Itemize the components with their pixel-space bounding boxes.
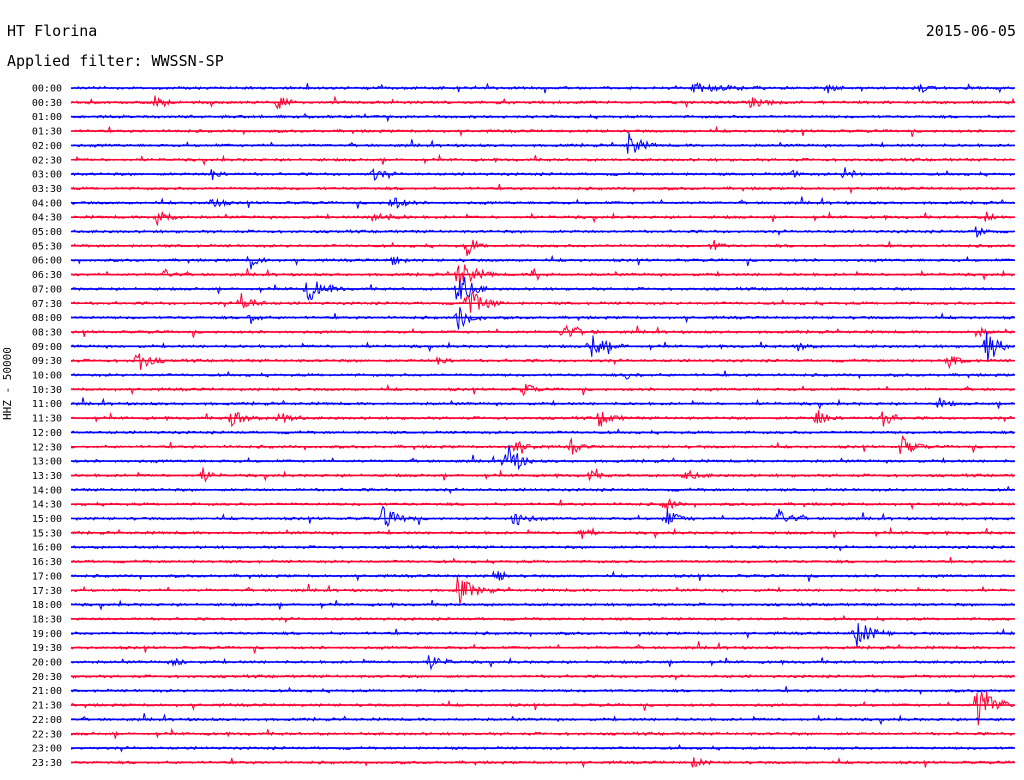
time-label: 16:30 [32,557,62,568]
trace-line [70,239,1015,257]
time-label: 11:30 [32,414,62,425]
time-label: 05:30 [32,241,62,252]
time-label: 04:00 [32,198,62,209]
trace-line [70,210,1015,226]
time-label: 02:00 [32,141,62,152]
time-label: 21:00 [32,686,62,697]
time-label: 22:30 [32,729,62,740]
time-label: 19:00 [32,629,62,640]
time-label: 09:00 [32,342,62,353]
time-label: 14:30 [32,500,62,511]
trace-line [70,353,1015,370]
time-label: 21:30 [32,701,62,712]
trace-line [70,132,1015,154]
time-label: 00:30 [32,98,62,109]
time-label: 00:00 [32,84,62,95]
time-label: 14:00 [32,485,62,496]
time-label: 17:00 [32,571,62,582]
time-label: 07:00 [32,284,62,295]
trace-line [70,291,1015,313]
time-label: 23:00 [32,744,62,755]
time-label: 19:30 [32,643,62,654]
time-label: 11:00 [32,399,62,410]
time-label: 12:00 [32,428,62,439]
time-label: 20:00 [32,658,62,669]
time-label: 07:30 [32,299,62,310]
date-label: 2015-06-05 [925,22,1016,40]
trace-line [70,435,1015,455]
time-label: 15:30 [32,528,62,539]
time-label: 15:00 [32,514,62,525]
time-label: 18:30 [32,614,62,625]
time-label: 18:00 [32,600,62,611]
time-label: 22:00 [32,715,62,726]
time-label: 03:30 [32,184,62,195]
time-label: 12:30 [32,442,62,453]
time-label: 06:30 [32,270,62,281]
time-label: 20:30 [32,672,62,683]
time-label: 05:00 [32,227,62,238]
time-label: 10:30 [32,385,62,396]
trace-line [70,264,1015,288]
trace-line [70,691,1015,726]
time-label: 13:00 [32,457,62,468]
time-label: 03:00 [32,170,62,181]
filter-label: Applied filter: WWSSN-SP [7,52,224,70]
trace-line [70,254,1015,270]
time-label: 04:30 [32,213,62,224]
time-label: 08:30 [32,327,62,338]
time-label: 01:30 [32,127,62,138]
time-label: 16:00 [32,543,62,554]
trace-line [70,505,1015,528]
time-label: 17:30 [32,586,62,597]
trace-line [70,556,1015,565]
time-label: 02:30 [32,155,62,166]
time-label: 08:00 [32,313,62,324]
time-label: 01:00 [32,112,62,123]
trace-line [70,444,1015,471]
time-label: 06:00 [32,256,62,267]
time-label: 09:30 [32,356,62,367]
station-title: HT Florina [7,22,98,40]
trace-line [70,467,1015,483]
trace-line [70,623,1015,648]
trace-line [70,497,1015,511]
trace-line [70,713,1015,726]
time-label: 23:30 [32,758,62,769]
time-label: 13:30 [32,471,62,482]
time-label: 10:00 [32,371,62,382]
